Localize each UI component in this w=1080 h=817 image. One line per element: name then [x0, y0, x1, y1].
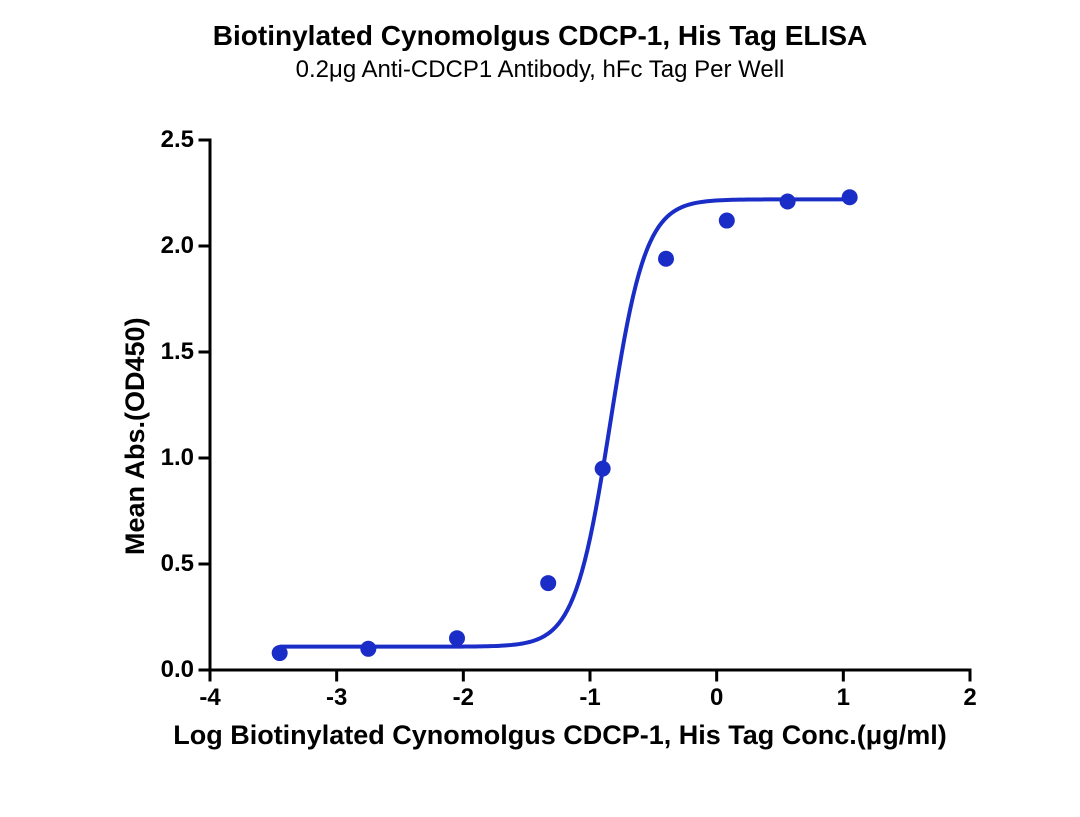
data-point: [780, 193, 796, 209]
data-point: [540, 575, 556, 591]
y-tick-label: 2.0: [161, 232, 194, 260]
y-tick-label: 0.0: [161, 656, 194, 684]
plot-svg: [210, 140, 970, 670]
x-axis-label: Log Biotinylated Cynomolgus CDCP-1, His …: [70, 720, 1050, 751]
data-point: [842, 189, 858, 205]
data-point: [595, 461, 611, 477]
y-tick-label: 2.5: [161, 126, 194, 154]
x-tick-label: -3: [317, 684, 357, 712]
chart-title: Biotinylated Cynomolgus CDCP-1, His Tag …: [0, 20, 1080, 52]
data-point: [658, 251, 674, 267]
elisa-chart: Biotinylated Cynomolgus CDCP-1, His Tag …: [0, 0, 1080, 817]
title-block: Biotinylated Cynomolgus CDCP-1, His Tag …: [0, 20, 1080, 84]
y-tick-label: 0.5: [161, 550, 194, 578]
y-tick-label: 1.5: [161, 338, 194, 366]
x-tick-label: 1: [823, 684, 863, 712]
x-tick-label: -2: [443, 684, 483, 712]
chart-subtitle: 0.2μg Anti-CDCP1 Antibody, hFc Tag Per W…: [0, 56, 1080, 84]
x-tick-label: -1: [570, 684, 610, 712]
x-tick-label: 2: [950, 684, 990, 712]
x-tick-label: 0: [697, 684, 737, 712]
data-point: [719, 213, 735, 229]
fitted-curve: [280, 199, 850, 646]
data-point: [449, 630, 465, 646]
plot-area: -4-3-2-10120.00.51.01.52.02.5: [210, 140, 970, 670]
x-tick-label: -4: [190, 684, 230, 712]
data-point: [272, 645, 288, 661]
y-axis-label: Mean Abs.(OD450): [120, 317, 151, 555]
y-tick-label: 1.0: [161, 444, 194, 472]
data-point: [360, 641, 376, 657]
